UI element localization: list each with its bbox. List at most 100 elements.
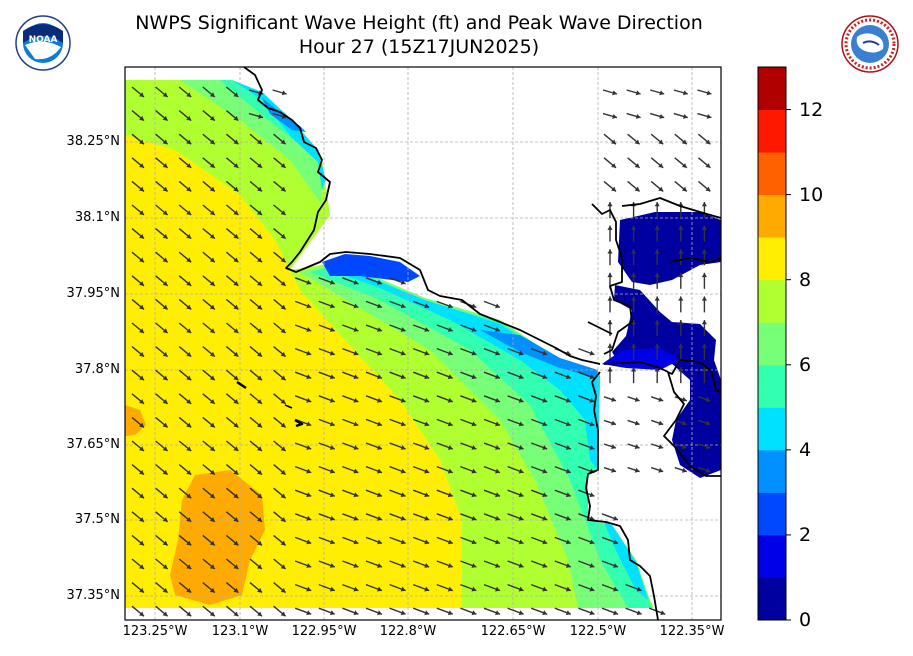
wave-direction-arrowhead [471, 492, 477, 498]
longitude-label: 122.35°W [659, 624, 725, 639]
wave-direction-arrowhead [542, 563, 548, 568]
wave-direction-arrowhead [306, 397, 312, 403]
wave-direction-arrowhead [329, 539, 335, 545]
wave-direction-arrowhead [280, 469, 286, 475]
wave-direction-arrowhead [162, 210, 168, 215]
wave-direction-arrowhead [280, 446, 286, 451]
wave-direction-arrowhead [186, 92, 192, 97]
wave-direction-arrowhead [631, 343, 637, 348]
wave-direction-arrowhead [447, 421, 453, 427]
wave-direction-arrowhead [209, 304, 215, 310]
wave-direction-arrowhead [257, 304, 262, 310]
wave-direction-arrowhead [495, 327, 500, 332]
wave-direction-arrowhead [209, 469, 215, 475]
wave-direction-arrowhead [589, 397, 595, 403]
wave-direction-arrowhead [706, 113, 712, 119]
wave-direction-arrowhead [139, 611, 144, 617]
wave-direction-arrowhead [233, 92, 239, 97]
wave-direction-arrowhead [329, 492, 335, 498]
wave-direction-arrowhead [186, 375, 192, 381]
wave-direction-arrowhead [186, 257, 192, 263]
wave-direction-arrowhead [424, 303, 430, 309]
wave-direction-arrowhead [447, 610, 453, 616]
wave-direction-arrowhead [139, 399, 144, 404]
wave-direction-arrowhead [306, 539, 312, 545]
latitude-label: 38.25°N [66, 134, 120, 149]
wave-direction-arrowhead [233, 517, 239, 522]
wave-direction-arrowhead [280, 210, 286, 215]
wave-direction-arrowhead [139, 328, 144, 333]
wave-direction-arrowhead [565, 563, 571, 568]
wave-direction-arrowhead [209, 115, 215, 121]
wave-direction-arrowhead [660, 610, 666, 616]
wave-direction-arrowhead [658, 186, 664, 192]
wave-direction-arrowhead [471, 586, 477, 592]
wave-direction-arrowhead [233, 210, 239, 215]
wave-direction-arrowhead [377, 492, 382, 498]
wave-direction-arrowhead [400, 610, 406, 616]
wave-direction-arrowhead [424, 468, 430, 474]
wave-direction-arrowhead [631, 225, 637, 230]
wave-direction-arrowhead [424, 492, 430, 498]
latitude-label: 38.1°N [74, 210, 120, 225]
wave-direction-arrowhead [306, 279, 312, 285]
wave-direction-arrowhead [681, 139, 687, 145]
wave-direction-arrowhead [471, 397, 477, 403]
svg-text:NOAA: NOAA [29, 35, 58, 45]
wave-direction-arrowhead [654, 343, 660, 348]
wave-direction-arrowhead [257, 564, 262, 569]
wave-direction-arrowhead [705, 444, 711, 450]
wave-direction-arrowhead [495, 397, 500, 403]
wave-direction-arrowhead [542, 610, 548, 616]
colorbar-segment [758, 577, 786, 621]
wave-direction-arrowhead [400, 563, 406, 568]
wave-direction-arrowhead [162, 351, 168, 357]
wave-direction-arrowhead [495, 563, 500, 568]
wave-direction-arrowhead [139, 92, 144, 97]
wave-direction-arrowhead [400, 445, 406, 450]
wave-direction-arrowhead [162, 469, 168, 475]
wave-direction-arrowhead [258, 113, 263, 119]
wave-direction-arrowhead [682, 113, 688, 119]
wave-direction-arrowhead [565, 468, 571, 474]
wave-direction-arrowhead [162, 186, 168, 192]
wave-direction-arrowhead [400, 279, 406, 285]
wave-direction-arrowhead [233, 446, 239, 451]
colorbar-segment [758, 109, 786, 153]
wave-direction-arrowhead [589, 492, 595, 498]
wave-direction-arrowhead [162, 517, 168, 522]
wave-direction-arrowhead [471, 610, 477, 616]
wave-direction-arrowhead [658, 396, 664, 402]
wave-direction-arrowhead [701, 272, 707, 278]
wave-direction-arrowhead [613, 610, 618, 616]
wave-direction-arrowhead [162, 564, 168, 569]
wave-direction-arrowhead [400, 468, 406, 474]
wave-direction-arrowhead [542, 515, 548, 521]
wave-direction-arrowhead [377, 563, 382, 568]
wave-direction-arrowhead [400, 303, 406, 309]
wave-direction-arrowhead [424, 327, 430, 332]
wave-direction-arrowhead [162, 422, 168, 428]
colorbar-tick-label: 4 [799, 438, 812, 461]
wave-direction-arrowhead [306, 327, 312, 332]
wave-direction-arrowhead [209, 92, 215, 97]
longitude-label: 123.1°W [211, 624, 269, 639]
wave-direction-arrowhead [306, 374, 312, 380]
wave-direction-arrowhead [353, 610, 359, 616]
wave-direction-arrowhead [306, 610, 312, 616]
wave-direction-arrowhead [613, 539, 618, 545]
wave-direction-arrowhead [400, 327, 406, 332]
wave-direction-arrowhead [400, 539, 406, 545]
map-title: NWPS Significant Wave Height (ft) and Pe… [135, 12, 703, 34]
wave-direction-arrowhead [658, 420, 664, 426]
wave-direction-arrowhead [306, 563, 312, 568]
wave-direction-arrowhead [186, 540, 192, 546]
wave-direction-arrowhead [280, 422, 286, 428]
wave-direction-arrowhead [495, 492, 500, 498]
wave-direction-arrowhead [542, 492, 548, 498]
wave-direction-arrowhead [139, 115, 144, 121]
wave-direction-arrowhead [634, 396, 640, 402]
wave-direction-arrowhead [257, 186, 262, 192]
wave-direction-arrowhead [447, 563, 453, 568]
wave-direction-arrowhead [636, 586, 642, 592]
